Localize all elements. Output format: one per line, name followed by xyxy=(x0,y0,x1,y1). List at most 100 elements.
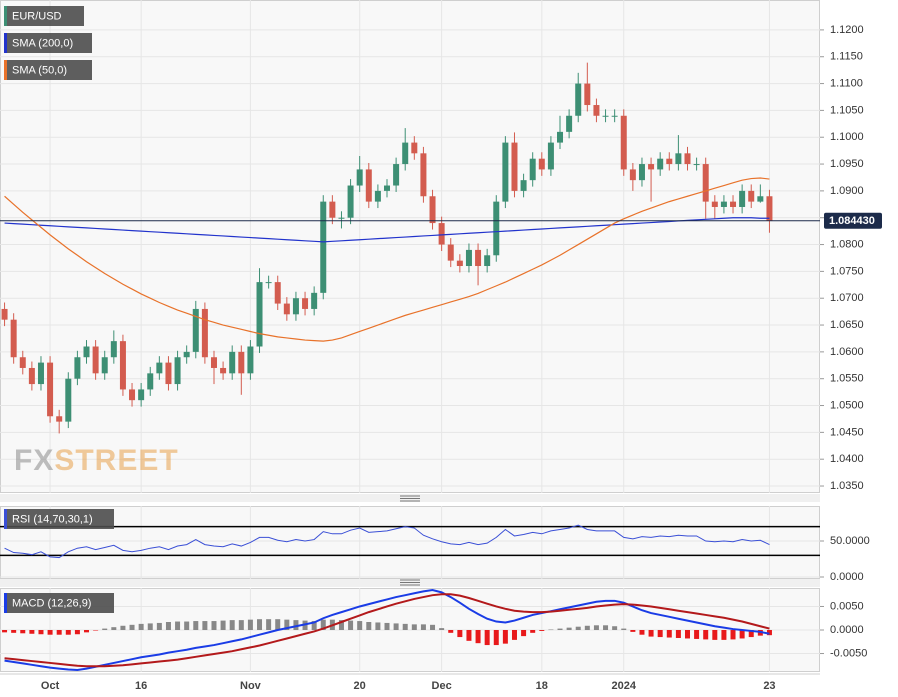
candle-body xyxy=(247,346,254,374)
histogram-bar xyxy=(666,630,672,638)
candle-body xyxy=(156,362,163,374)
x-tick-label: 23 xyxy=(763,680,775,692)
drag-handle[interactable] xyxy=(400,495,420,502)
candle-body xyxy=(429,196,436,224)
x-tick-label: 16 xyxy=(135,680,147,692)
candle-body xyxy=(74,357,81,379)
candle-body xyxy=(730,201,737,207)
histogram-bar xyxy=(320,619,326,630)
y-tick-label: 0.0000 xyxy=(830,624,864,636)
candle-body xyxy=(165,362,172,385)
candle-body xyxy=(101,357,108,374)
last-price-box xyxy=(824,212,882,229)
drag-handle[interactable] xyxy=(400,579,420,586)
candle-body xyxy=(138,389,145,401)
histogram-bar xyxy=(348,620,354,630)
rsi-line xyxy=(4,524,770,559)
legend-label: SMA (200,0) xyxy=(12,37,73,49)
candle-body xyxy=(538,158,545,170)
candle-body xyxy=(720,201,727,207)
candle-body xyxy=(438,223,445,245)
histogram-bar xyxy=(175,621,181,630)
candle-body xyxy=(1,308,8,320)
candle-body xyxy=(520,180,527,191)
histogram-bar xyxy=(120,625,126,630)
histogram-bar xyxy=(266,619,272,630)
candle-body xyxy=(329,201,336,218)
candle-body xyxy=(147,373,154,390)
histogram-bar xyxy=(530,630,536,633)
histogram-bar xyxy=(493,630,499,646)
y-tick-label: 1.0750 xyxy=(830,265,864,277)
histogram-bar xyxy=(557,628,563,630)
legend-swatch xyxy=(4,6,7,26)
y-tick-label: 0.0000 xyxy=(830,571,864,583)
plot-area xyxy=(0,0,820,493)
candle-body xyxy=(593,105,600,116)
histogram-bar xyxy=(430,624,436,630)
candle-body xyxy=(693,164,700,166)
y-tick-label: 1.1050 xyxy=(830,104,864,116)
candle-body xyxy=(10,319,17,358)
candle-body xyxy=(684,153,691,165)
histogram-bar xyxy=(766,630,772,636)
macd-line xyxy=(4,588,770,672)
histogram-bar xyxy=(138,623,144,630)
candle-body xyxy=(19,357,26,368)
candle-body xyxy=(566,115,573,132)
candle-body xyxy=(757,196,764,202)
y-tick-label: 1.1000 xyxy=(830,131,864,143)
legend-swatch xyxy=(4,509,7,529)
histogram-bar xyxy=(129,624,135,630)
histogram-bar xyxy=(156,622,162,630)
y-tick-label: 50.0000 xyxy=(830,535,870,547)
histogram-bar xyxy=(29,630,35,634)
legend-box xyxy=(4,509,114,529)
legend-swatch xyxy=(4,33,7,53)
y-tick-label: 1.0800 xyxy=(830,238,864,250)
y-tick-label: 1.0500 xyxy=(830,399,864,411)
candle-body xyxy=(292,298,299,315)
histogram-bar xyxy=(193,621,199,630)
histogram-bar xyxy=(684,630,690,639)
candle-body xyxy=(638,164,645,181)
histogram-bar xyxy=(257,619,263,630)
histogram-bar xyxy=(211,621,217,630)
candle-body xyxy=(511,142,518,191)
candle-body xyxy=(648,164,655,170)
histogram-bar xyxy=(721,630,727,640)
histogram-bar xyxy=(375,622,381,630)
candle-body xyxy=(602,115,609,117)
candle-body xyxy=(311,292,318,309)
histogram-bar xyxy=(484,630,490,646)
candle-body xyxy=(283,303,290,315)
x-tick-label: 20 xyxy=(354,680,366,692)
histogram-bar xyxy=(748,630,754,638)
histogram-bar xyxy=(703,630,709,640)
candle-body xyxy=(447,244,454,261)
candle-body xyxy=(174,357,181,385)
histogram-bar xyxy=(603,625,609,630)
candle-body xyxy=(420,153,427,197)
histogram-bar xyxy=(84,630,90,633)
histogram-bar xyxy=(730,630,736,640)
histogram-bar xyxy=(20,630,26,634)
candle-body xyxy=(484,255,491,267)
plot-content xyxy=(0,588,820,672)
candle-body xyxy=(210,357,217,368)
histogram-bar xyxy=(448,630,454,633)
legend-box xyxy=(4,60,92,80)
y-tick-label: 1.0700 xyxy=(830,292,864,304)
histogram-bar xyxy=(621,628,627,630)
candle-body xyxy=(657,158,664,170)
candle-body xyxy=(365,169,372,202)
legend-label: SMA (50,0) xyxy=(12,64,67,76)
candle-body xyxy=(37,362,44,385)
histogram-bar xyxy=(293,620,299,630)
legend-swatch xyxy=(4,60,7,80)
legend-box xyxy=(4,593,114,613)
histogram-bar xyxy=(402,623,408,630)
y-tick-label: 1.0900 xyxy=(830,185,864,197)
histogram-bar xyxy=(65,630,71,635)
y-tick-label: 1.0350 xyxy=(830,480,864,492)
